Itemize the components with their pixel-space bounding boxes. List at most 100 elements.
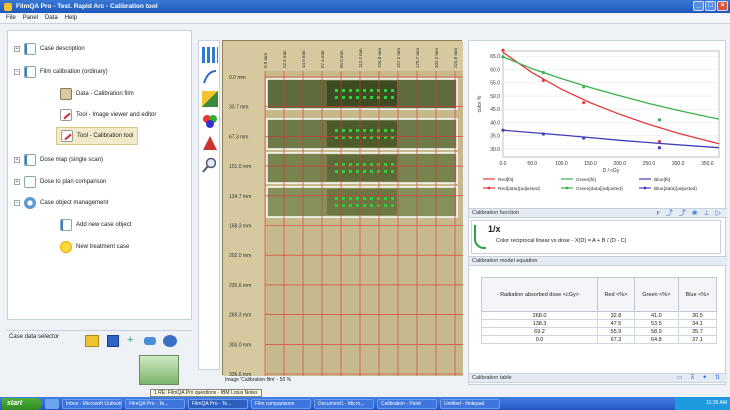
save-icon[interactable] bbox=[107, 335, 119, 347]
roi-marker[interactable] bbox=[384, 96, 387, 99]
collapse-icon[interactable]: − bbox=[14, 200, 20, 206]
data-point[interactable] bbox=[658, 146, 661, 149]
taskbar-item[interactable]: Inbox - Microsoft Outlook bbox=[62, 399, 122, 409]
collapse-icon[interactable]: − bbox=[14, 69, 20, 75]
roi-marker[interactable] bbox=[384, 170, 387, 173]
data-point[interactable] bbox=[501, 55, 504, 58]
col-header-red[interactable]: Red <%> bbox=[598, 278, 635, 312]
roi-marker[interactable] bbox=[349, 163, 352, 166]
maximize-button[interactable]: □ bbox=[705, 1, 716, 11]
roi-marker[interactable] bbox=[349, 96, 352, 99]
roi-marker[interactable] bbox=[356, 204, 359, 207]
roi-marker[interactable] bbox=[363, 170, 366, 173]
data-point[interactable] bbox=[658, 118, 661, 121]
roi-marker[interactable] bbox=[363, 197, 366, 200]
menu-panel[interactable]: Panel bbox=[23, 15, 38, 21]
table-toolbar-icons[interactable]: ▭ ⊼ ✦ ⇅ bbox=[677, 374, 723, 383]
start-button[interactable]: start bbox=[2, 398, 42, 410]
roi-marker[interactable] bbox=[384, 204, 387, 207]
taskbar-item[interactable]: Untitled - Notepad bbox=[440, 399, 500, 409]
tree-item-image-viewer[interactable]: Tool - Image viewer and editor bbox=[60, 109, 156, 121]
roi-marker[interactable] bbox=[391, 89, 394, 92]
data-point[interactable] bbox=[501, 49, 504, 52]
col-header-dose[interactable]: Radiation absorbed dose <cGy> bbox=[482, 278, 598, 312]
tree-item-calibration-tool[interactable]: Tool - Calibration tool bbox=[56, 127, 138, 145]
roi-marker[interactable] bbox=[384, 129, 387, 132]
table-row[interactable]: 268.0 32.8 41.0 30.5 bbox=[482, 312, 717, 320]
roi-marker[interactable] bbox=[391, 197, 394, 200]
roi-marker[interactable] bbox=[363, 163, 366, 166]
tree-item-dose-to-plan[interactable]: + Dose to plan comparison bbox=[14, 176, 106, 188]
table-row[interactable]: 138.3 47.5 53.5 34.1 bbox=[482, 320, 717, 328]
roi-marker[interactable] bbox=[335, 204, 338, 207]
data-point[interactable] bbox=[542, 71, 545, 74]
roi-marker[interactable] bbox=[363, 204, 366, 207]
taskbar-item[interactable]: Film comparisons bbox=[251, 399, 311, 409]
expand-icon[interactable]: + bbox=[14, 46, 20, 52]
roi-marker[interactable] bbox=[356, 96, 359, 99]
expand-icon[interactable]: + bbox=[14, 157, 20, 163]
tree-item-film-calibration[interactable]: − Film calibration (ordinary) bbox=[14, 66, 108, 78]
roi-marker[interactable] bbox=[391, 96, 394, 99]
roi-marker[interactable] bbox=[342, 96, 345, 99]
film-image-canvas[interactable]: 0.0 mm 22.5 mm 44.9 mm 67.4 mm 89.8 mm 112.3 … bbox=[223, 41, 463, 376]
roi-marker[interactable] bbox=[363, 89, 366, 92]
roi-marker[interactable] bbox=[370, 170, 373, 173]
table-row[interactable]: 69.2 55.9 58.9 35.7 bbox=[482, 328, 717, 336]
taskbar-item-active[interactable]: FilmQA Pro - Te... bbox=[188, 399, 248, 409]
roi-marker[interactable] bbox=[342, 163, 345, 166]
roi-marker[interactable] bbox=[377, 89, 380, 92]
roi-marker[interactable] bbox=[363, 96, 366, 99]
image-viewer[interactable]: 0.0 mm 22.5 mm 44.9 mm 67.4 mm 89.8 mm 112.3 … bbox=[222, 40, 462, 375]
roi-marker[interactable] bbox=[370, 204, 373, 207]
tree-item-dose-map[interactable]: + Dose map (single scan) bbox=[14, 154, 103, 166]
grid-tool-icon[interactable] bbox=[202, 47, 218, 63]
menu-file[interactable]: File bbox=[6, 15, 16, 21]
roi-marker[interactable] bbox=[384, 197, 387, 200]
roi-marker[interactable] bbox=[342, 170, 345, 173]
data-point[interactable] bbox=[582, 85, 585, 88]
roi-marker[interactable] bbox=[377, 170, 380, 173]
data-point[interactable] bbox=[542, 132, 545, 135]
roi-marker[interactable] bbox=[377, 197, 380, 200]
paint-tool-icon[interactable] bbox=[202, 91, 218, 107]
roi-marker[interactable] bbox=[335, 197, 338, 200]
roi-marker[interactable] bbox=[370, 89, 373, 92]
roi-marker[interactable] bbox=[335, 96, 338, 99]
col-header-green[interactable]: Green <%> bbox=[634, 278, 678, 312]
roi-marker[interactable] bbox=[391, 129, 394, 132]
roi-marker[interactable] bbox=[377, 204, 380, 207]
tree-item-case-object-management[interactable]: − Case object management bbox=[14, 197, 108, 209]
roi-marker[interactable] bbox=[349, 89, 352, 92]
tree-item-new-treatment-case[interactable]: New treatment case bbox=[60, 241, 129, 253]
roi-marker[interactable] bbox=[356, 197, 359, 200]
col-header-blue[interactable]: Blue <%> bbox=[678, 278, 716, 312]
roi-marker[interactable] bbox=[391, 170, 394, 173]
roi-marker[interactable] bbox=[335, 163, 338, 166]
roi-marker[interactable] bbox=[370, 197, 373, 200]
roi-marker[interactable] bbox=[342, 89, 345, 92]
taskbar-item[interactable]: FilmQA Pro - Te... bbox=[125, 399, 185, 409]
roi-marker[interactable] bbox=[335, 89, 338, 92]
tree-item-case-description[interactable]: + Case description bbox=[14, 43, 85, 55]
thumbnail-image[interactable] bbox=[139, 355, 179, 385]
roi-marker[interactable] bbox=[349, 170, 352, 173]
minimize-button[interactable]: _ bbox=[693, 1, 704, 11]
roi-marker[interactable] bbox=[342, 204, 345, 207]
data-point[interactable] bbox=[582, 101, 585, 104]
add-icon[interactable]: + bbox=[127, 336, 137, 346]
taskbar-item[interactable]: Document1 - Micro... bbox=[314, 399, 374, 409]
tree-item-add-case-object[interactable]: Add new case object bbox=[60, 219, 131, 231]
roi-marker[interactable] bbox=[370, 129, 373, 132]
close-button[interactable]: × bbox=[717, 1, 728, 11]
roi-marker[interactable] bbox=[384, 89, 387, 92]
roi-marker[interactable] bbox=[356, 170, 359, 173]
roi-marker[interactable] bbox=[377, 163, 380, 166]
export-icon[interactable] bbox=[144, 337, 156, 345]
roi-marker[interactable] bbox=[335, 129, 338, 132]
roi-marker[interactable] bbox=[349, 129, 352, 132]
roi-marker[interactable] bbox=[370, 163, 373, 166]
roi-marker[interactable] bbox=[370, 96, 373, 99]
roi-marker[interactable] bbox=[391, 204, 394, 207]
roi-marker[interactable] bbox=[377, 129, 380, 132]
